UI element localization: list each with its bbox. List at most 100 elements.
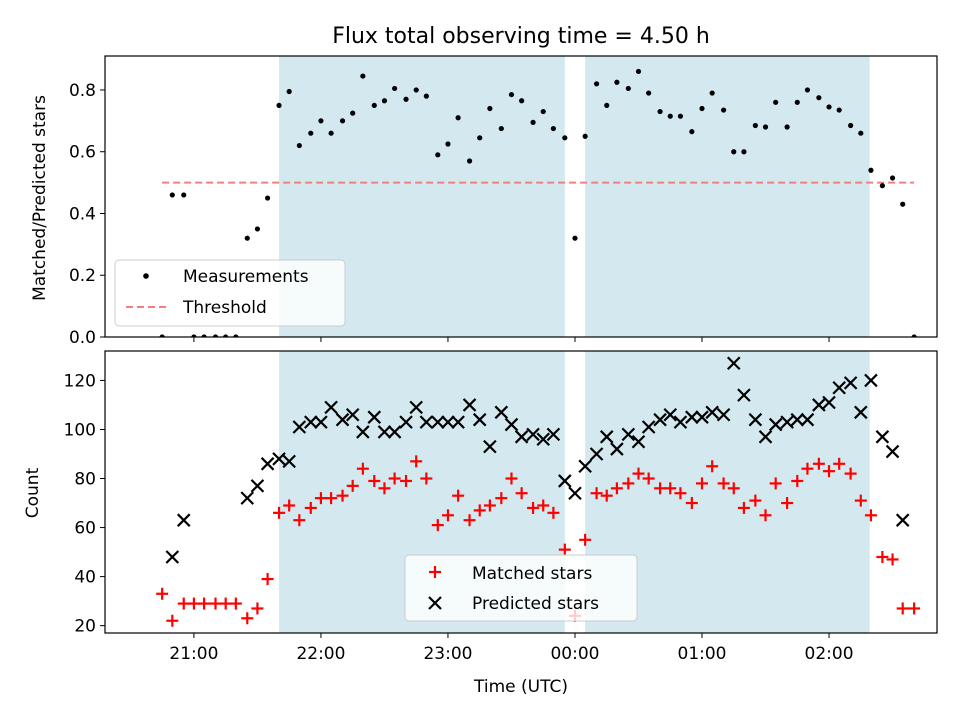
measurement-point — [360, 73, 366, 79]
measurement-point — [276, 102, 282, 109]
y-tick-label: 0.4 — [69, 204, 96, 224]
predicted-stars-point — [282, 454, 296, 469]
predicted-stars-point — [546, 427, 561, 442]
measurement-point — [392, 85, 398, 92]
measurement-point — [816, 95, 822, 101]
matched-stars-point — [590, 487, 603, 500]
chart-title: Flux total observing time = 4.50 h — [332, 24, 710, 49]
matched-stars-point — [241, 612, 254, 625]
top-y-axis-label: Matched/Predicted stars — [30, 95, 50, 301]
measurement-point — [784, 124, 790, 130]
predicted-stars-point — [335, 412, 350, 427]
matched-stars-point — [420, 472, 433, 485]
legend-entry-matched-stars: Matched stars — [472, 564, 592, 584]
predicted-stars-point — [472, 412, 487, 427]
matched-stars-point — [187, 597, 200, 610]
measurement-point — [169, 192, 175, 198]
y-tick-label: 0.0 — [69, 328, 96, 348]
measurement-point — [181, 192, 187, 198]
top-panel-ratio: 0.0 0.2 0.4 0.6 0.8 — [69, 55, 938, 348]
matched-stars-point — [908, 602, 921, 615]
measurement-point — [794, 99, 800, 105]
matched-stars-point — [273, 506, 286, 519]
measurement-point — [296, 142, 302, 149]
y-tick-label: 40 — [74, 568, 96, 588]
predicted-stars-point — [165, 550, 180, 564]
measurement-point — [635, 68, 642, 75]
predicted-stars-point — [292, 420, 307, 434]
matched-stars-point — [177, 597, 190, 610]
predicted-stars-point — [240, 491, 255, 505]
matched-stars-point — [251, 602, 264, 615]
measurement-point — [911, 334, 917, 337]
predicted-stars-point — [780, 415, 794, 429]
matched-stars-point — [198, 597, 211, 610]
measurement-point — [498, 125, 504, 132]
measurement-point — [540, 108, 546, 115]
y-tick-label: 80 — [74, 470, 96, 490]
measurement-point — [328, 130, 334, 136]
predicted-stars-point — [685, 410, 699, 424]
measurement-point — [508, 91, 515, 98]
matched-stars-point — [304, 501, 317, 514]
measurement-point — [677, 113, 684, 119]
data-markers — [159, 68, 917, 337]
y-tick-label: 120 — [64, 371, 96, 391]
measurement-point — [223, 334, 229, 337]
measurement-point — [413, 87, 419, 93]
x-tick-label: 02:00 — [805, 644, 854, 664]
measurement-point — [350, 110, 356, 116]
measurement-point — [721, 107, 727, 113]
predicted-stars-point — [526, 427, 540, 442]
measurement-point — [191, 334, 197, 337]
legend-entry-measurements: Measurements — [183, 267, 309, 287]
matched-stars-point — [293, 514, 306, 527]
predicted-stars-point — [260, 457, 275, 471]
matched-stars-point — [610, 482, 623, 495]
matched-stars-point — [664, 482, 677, 495]
measurement-point — [212, 334, 219, 337]
matched-stars-point — [749, 494, 762, 507]
matched-stars-point — [685, 497, 698, 510]
matched-stars-point — [781, 497, 794, 510]
observing-window-shade — [585, 56, 870, 337]
y-tick-label: 0.2 — [69, 266, 96, 286]
measurement-point — [244, 235, 250, 241]
predicted-stars-point — [621, 427, 636, 442]
matched-stars-point — [769, 477, 782, 490]
x-tick-label: 23:00 — [423, 644, 472, 664]
predicted-stars-point — [356, 425, 370, 439]
top-legend-box — [114, 259, 346, 327]
matched-stars-point — [886, 553, 899, 566]
measurement-point — [614, 79, 620, 85]
predicted-stars-point — [705, 405, 719, 420]
matched-stars-point — [463, 514, 476, 527]
predicted-stars-point — [653, 412, 667, 427]
predicted-stars-point — [832, 381, 846, 395]
predicted-stars-point — [250, 479, 265, 493]
measurement-point — [858, 130, 864, 136]
matched-stars-point — [654, 482, 667, 495]
matched-stars-point — [696, 477, 709, 490]
predicted-stars-point — [726, 356, 741, 371]
matched-stars-point — [388, 472, 401, 485]
y-tick-label: 20 — [74, 617, 96, 637]
matched-stars-point — [356, 462, 369, 475]
matched-stars-point — [876, 550, 889, 563]
measurement-point — [868, 167, 874, 173]
measurement-point — [264, 195, 271, 201]
measurement-point — [762, 124, 769, 130]
matched-stars-point — [801, 462, 814, 475]
predicted-stars-point — [768, 417, 783, 432]
predicted-stars-point — [716, 407, 731, 422]
matched-stars-point — [336, 489, 349, 502]
predicted-stars-point — [419, 415, 434, 429]
measurement-point — [826, 104, 832, 110]
predicted-stars-point — [451, 415, 465, 429]
measurement-point — [731, 149, 737, 155]
matched-stars-point — [833, 457, 846, 470]
matched-stars-point — [368, 474, 381, 487]
measurement-point — [339, 118, 346, 124]
axes-frame — [104, 350, 938, 634]
bottom-legend-box — [404, 554, 638, 622]
